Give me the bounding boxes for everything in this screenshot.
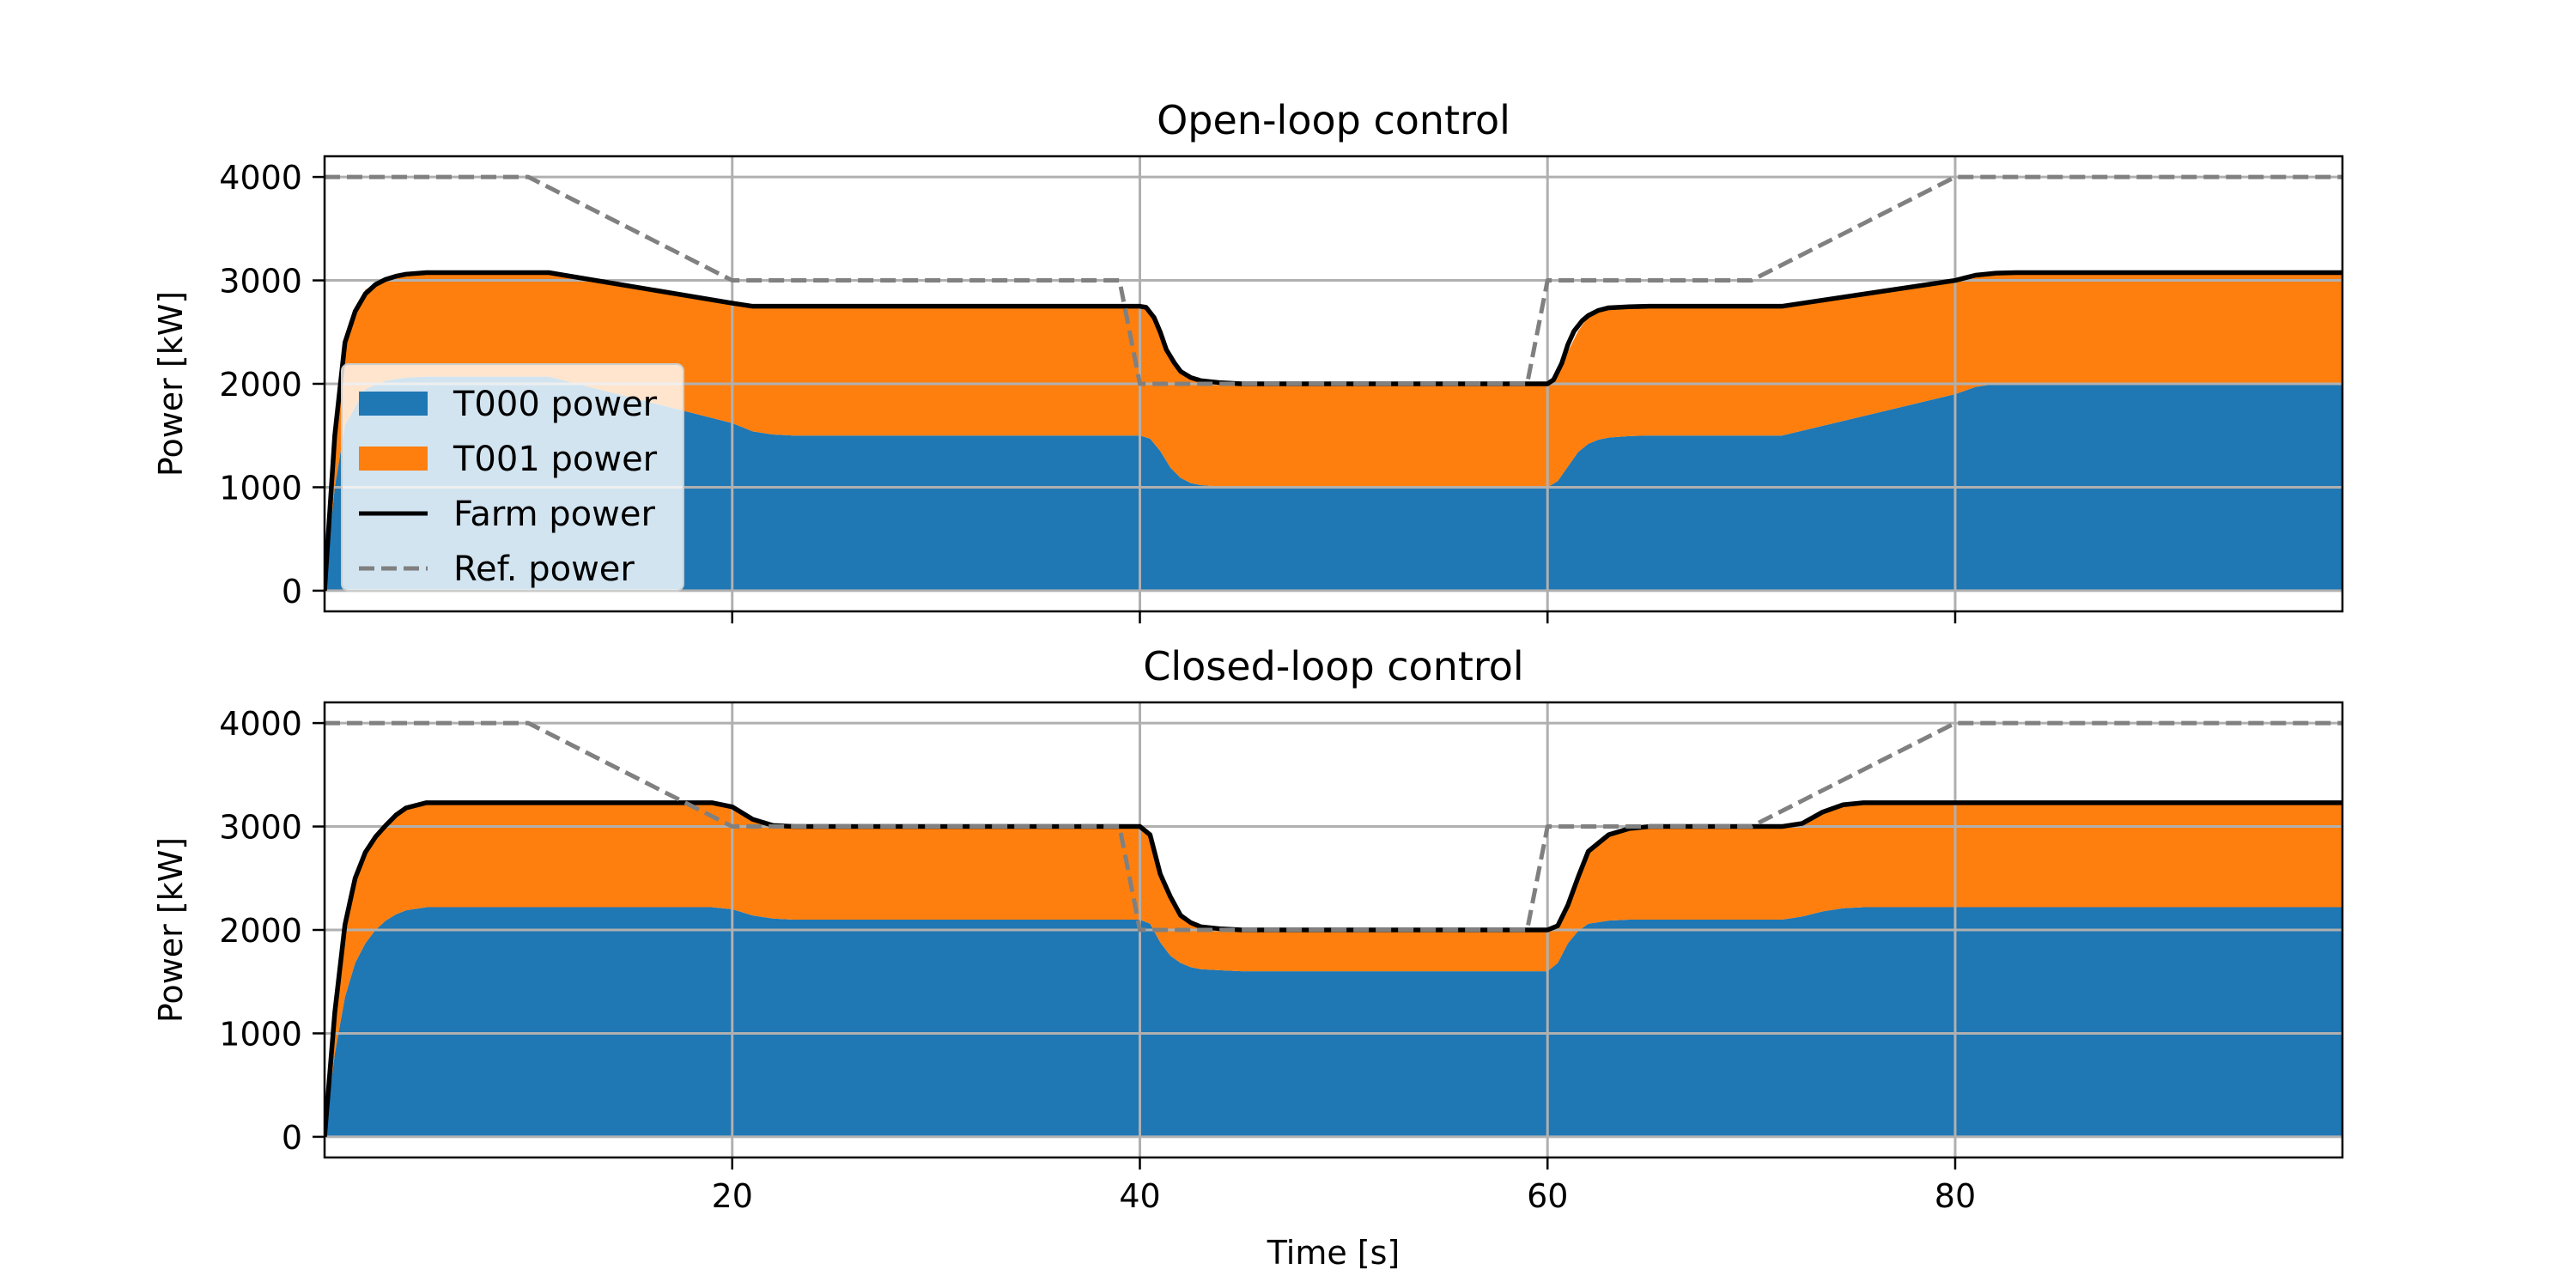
y-tick-label: 0 (282, 573, 302, 611)
legend-label: Ref. power (453, 550, 635, 589)
legend-entry-farm-power: Farm power (359, 495, 655, 534)
y-axis-label: Power [kW] (152, 837, 190, 1023)
plot-area (325, 702, 2342, 1157)
legend-label: T001 power (453, 440, 658, 479)
line-farm-power (325, 270, 2342, 592)
legend-entry-ref-power: Ref. power (359, 550, 635, 589)
area-t001-power (325, 802, 2342, 1137)
x-tick-label: 40 (1119, 1177, 1160, 1215)
y-axis-label: Power [kW] (152, 291, 190, 477)
legend-label: Farm power (453, 495, 655, 534)
x-axis-label: Time [s] (1267, 1234, 1400, 1272)
legend-swatch (359, 392, 428, 416)
y-tick-label: 3000 (219, 263, 302, 301)
area-t000-power (325, 376, 2342, 591)
y-tick-label: 1000 (219, 1015, 302, 1053)
plot-area (325, 156, 2342, 611)
y-tick-label: 4000 (219, 159, 302, 197)
line-farm-power (325, 800, 2342, 1138)
x-tick-label: 80 (1935, 1177, 1976, 1215)
legend: T000 power T001 power Farm power Ref. power (341, 363, 684, 592)
legend-swatch (359, 447, 428, 471)
y-tick-label: 1000 (219, 469, 302, 507)
chart-title: Closed-loop control (1143, 643, 1523, 690)
legend-box (341, 363, 684, 592)
legend-label: T000 power (453, 385, 658, 424)
y-tick-label: 4000 (219, 705, 302, 743)
y-tick-label: 2000 (219, 366, 302, 404)
x-tick-label: 20 (712, 1177, 753, 1215)
subplot-1: 0 1000 2000 3000 4000 Open-loop control Power … (152, 97, 2344, 623)
area-t000-power (325, 907, 2342, 1137)
y-tick-label: 3000 (219, 809, 302, 847)
area-t001-power (325, 271, 2342, 591)
y-tick-label: 0 (282, 1119, 302, 1157)
x-tick-label: 60 (1527, 1177, 1568, 1215)
legend-entry-t000-power: T000 power (359, 385, 658, 424)
legend-entry-t001-power: T001 power (359, 440, 658, 479)
line-ref-power (325, 174, 2342, 386)
line-ref-power (325, 720, 2342, 933)
chart-title: Open-loop control (1157, 97, 1510, 143)
subplot-2: 20 40 60 80 0 1000 2000 3000 4000 Closed-loop con… (152, 643, 2344, 1272)
y-tick-label: 2000 (219, 912, 302, 950)
